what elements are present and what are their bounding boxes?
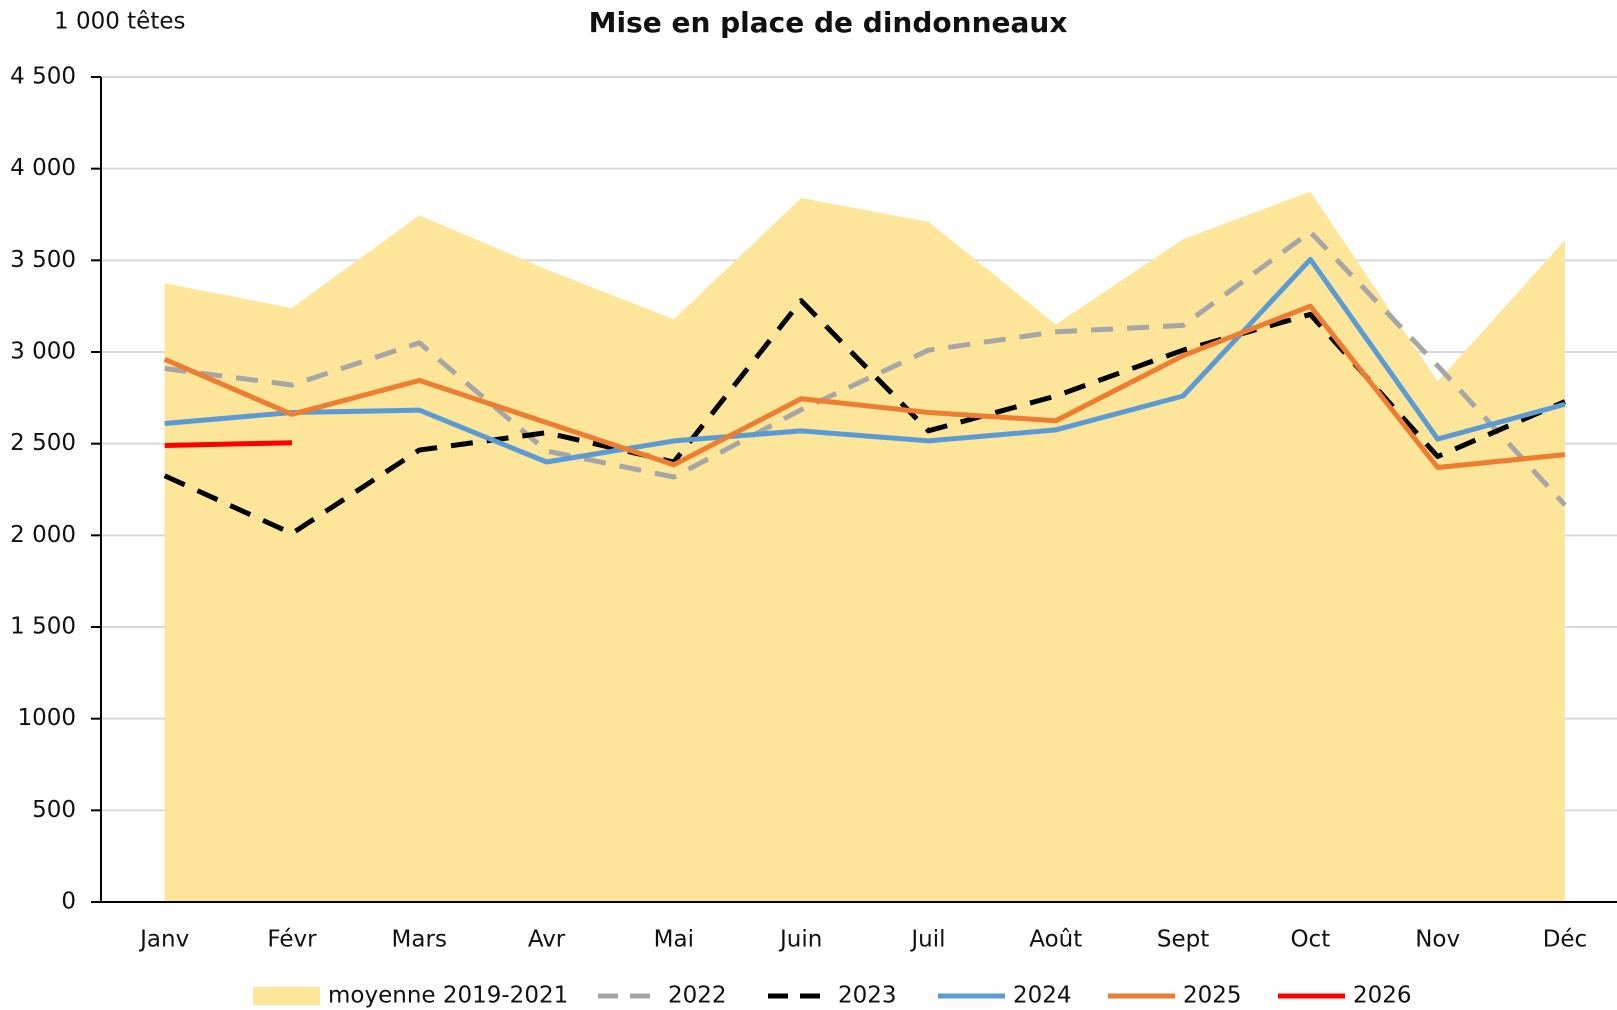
line (164, 440, 293, 448)
y-tick-label: 2 500 (10, 430, 76, 456)
chart-title: Mise en place de dindonneaux (589, 6, 1068, 39)
x-tick-label: Juil (909, 927, 945, 953)
x-tick-label: Déc (1543, 927, 1588, 953)
x-tick-label: Mars (392, 927, 447, 953)
y-tick-label: 1 500 (10, 614, 76, 640)
y-tick-label: 4 000 (10, 155, 76, 181)
legend-label: 2022 (668, 983, 727, 1009)
line (163, 298, 1566, 536)
legend-label: 2026 (1353, 983, 1412, 1009)
x-tick-label: Août (1029, 927, 1082, 953)
legend-swatch (253, 987, 320, 1005)
y-tick-label: 3 500 (10, 247, 76, 273)
y-tick-label: 2 000 (10, 522, 76, 548)
y-tick-label: 4 500 (10, 64, 76, 90)
line (164, 256, 1566, 465)
x-tick-label: Avr (528, 927, 566, 953)
line (164, 229, 1567, 507)
x-tick-label: Janv (138, 927, 189, 953)
legend-label: 2023 (838, 983, 897, 1009)
line (163, 303, 1566, 470)
area (164, 191, 1565, 903)
x-tick-label: Mai (654, 927, 694, 953)
x-tick-label: Sept (1157, 927, 1209, 953)
legend-label: 2025 (1183, 983, 1242, 1009)
y-axis-label: 1 000 têtes (54, 9, 185, 35)
y-tick-label: 500 (32, 797, 76, 823)
y-tick-label: 1000 (17, 705, 76, 731)
x-tick-label: Juin (778, 927, 822, 953)
x-tick-label: Nov (1415, 927, 1460, 953)
legend-label: 2024 (1013, 983, 1072, 1009)
x-tick-label: Oct (1290, 927, 1330, 953)
legend-label: moyenne 2019-2021 (328, 983, 568, 1009)
y-tick-label: 3 000 (10, 339, 76, 365)
y-tick-label: 0 (61, 889, 76, 915)
x-tick-label: Févr (267, 927, 317, 953)
